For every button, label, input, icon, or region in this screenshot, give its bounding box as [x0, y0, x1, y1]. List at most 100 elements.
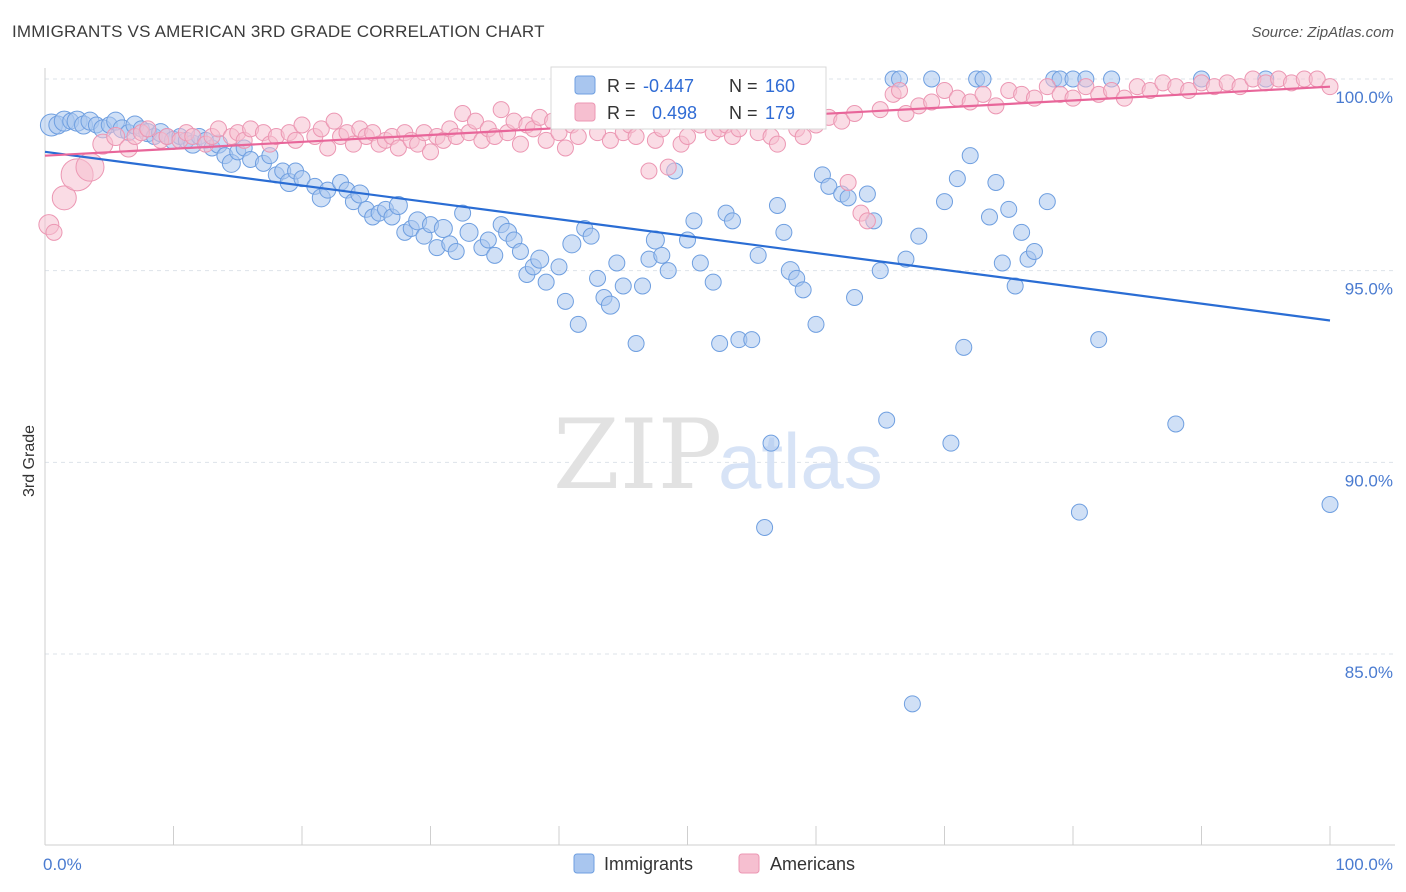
immigrants-point — [987, 174, 1005, 191]
americans-point — [45, 223, 63, 241]
americans-point — [51, 185, 77, 211]
immigrants-point — [562, 234, 582, 254]
americans-point — [601, 131, 619, 149]
immigrants-point — [1070, 503, 1088, 521]
immigrants-point — [530, 249, 550, 269]
americans-point — [640, 162, 658, 180]
immigrants-point — [511, 243, 529, 260]
immigrants-point — [980, 208, 998, 226]
americans-point — [768, 135, 786, 153]
americans-point — [936, 82, 953, 99]
immigrants-point — [756, 519, 774, 536]
americans-point — [1038, 78, 1056, 96]
immigrants-point — [653, 246, 671, 264]
chart-title: IMMIGRANTS VS AMERICAN 3RD GRADE CORRELA… — [12, 22, 545, 41]
americans-point — [511, 135, 529, 153]
immigrants-point — [871, 262, 889, 280]
americans-n-value: 179 — [765, 103, 795, 123]
source-credit: Source: ZipAtlas.com — [1251, 24, 1394, 41]
immigrants-n-value: 160 — [765, 76, 795, 96]
immigrants-point — [582, 227, 600, 245]
immigrants-point — [1038, 193, 1056, 211]
immigrants-point — [447, 243, 465, 260]
americans-point — [293, 116, 311, 134]
legend-immigrants-label: Immigrants — [604, 854, 693, 874]
immigrants-point — [768, 197, 786, 214]
y-tick-labels: 100.0% 95.0% 90.0% 85.0% — [1335, 88, 1393, 682]
immigrants-point — [711, 335, 729, 352]
immigrants-point — [897, 250, 915, 268]
americans-r-label: R = — [607, 103, 636, 123]
legend-americans-swatch — [738, 853, 760, 874]
immigrants-point — [1000, 200, 1018, 218]
americans-point — [492, 101, 510, 119]
watermark-atlas: atlas — [718, 417, 883, 505]
immigrants-swatch — [574, 75, 596, 95]
watermark-zip: ZIP — [553, 399, 722, 511]
immigrants-point — [749, 246, 767, 264]
immigrants-r-value: -0.447 — [643, 76, 694, 96]
immigrants-point — [923, 70, 941, 88]
immigrants-point — [589, 269, 607, 287]
immigrants-point — [608, 254, 626, 272]
immigrants-point — [685, 212, 703, 230]
americans-point — [209, 120, 227, 138]
immigrants-point — [878, 411, 896, 429]
immigrants-point — [691, 254, 709, 272]
americans-point — [1077, 78, 1095, 96]
immigrants-point — [762, 434, 780, 452]
immigrants-point — [846, 289, 864, 306]
americans-point — [139, 120, 157, 138]
americans-swatch — [574, 102, 596, 122]
americans-point — [466, 112, 484, 130]
immigrants-point — [942, 434, 960, 452]
americans-n-label: N = — [729, 103, 758, 123]
immigrants-point — [794, 281, 812, 299]
immigrants-point — [537, 273, 555, 291]
x-tick-label: 100.0% — [1335, 855, 1393, 874]
immigrants-point — [550, 258, 568, 276]
immigrants-point — [974, 70, 992, 88]
immigrants-point — [600, 295, 620, 315]
americans-point — [454, 105, 472, 122]
americans-point — [659, 158, 677, 176]
americans-point — [679, 128, 696, 145]
immigrants-n-label: N = — [729, 76, 758, 96]
americans-point — [389, 139, 407, 157]
immigrants-point — [634, 277, 652, 295]
americans-point — [287, 131, 305, 149]
immigrants-point — [627, 335, 645, 352]
americans-point — [858, 212, 876, 230]
immigrants-point — [388, 196, 408, 215]
x-tick-labels: 0.0% 100.0% — [43, 855, 1393, 874]
y-tick-label: 85.0% — [1345, 663, 1393, 682]
stats-legend-box — [550, 66, 827, 130]
americans-point — [891, 82, 909, 99]
immigrants-point — [1013, 223, 1031, 241]
immigrants-point — [459, 222, 479, 242]
immigrants-points — [39, 70, 1339, 713]
americans-point — [627, 128, 645, 145]
legend-americans-label: Americans — [770, 854, 855, 874]
immigrants-point — [1321, 496, 1339, 513]
immigrants-point — [839, 189, 857, 207]
y-axis-label: 3rd Grade — [21, 425, 38, 497]
stats-legend: R = -0.447 N = 160 R = 0.498 N = 179 — [550, 66, 827, 130]
americans-point — [1141, 82, 1159, 99]
axes — [44, 68, 1395, 846]
immigrants-point — [775, 223, 793, 241]
immigrants-point — [903, 695, 921, 713]
immigrants-point — [948, 170, 966, 188]
immigrants-point — [723, 212, 741, 230]
americans-point — [923, 93, 941, 111]
bottom-legend: Immigrants Americans — [573, 853, 855, 874]
immigrants-point — [659, 262, 677, 280]
immigrants-r-label: R = — [607, 76, 636, 96]
americans-point — [106, 127, 126, 146]
americans-point — [556, 139, 574, 157]
immigrants-point — [936, 193, 953, 211]
immigrants-point — [961, 147, 979, 165]
immigrants-point — [820, 177, 838, 195]
immigrants-point — [486, 246, 504, 264]
